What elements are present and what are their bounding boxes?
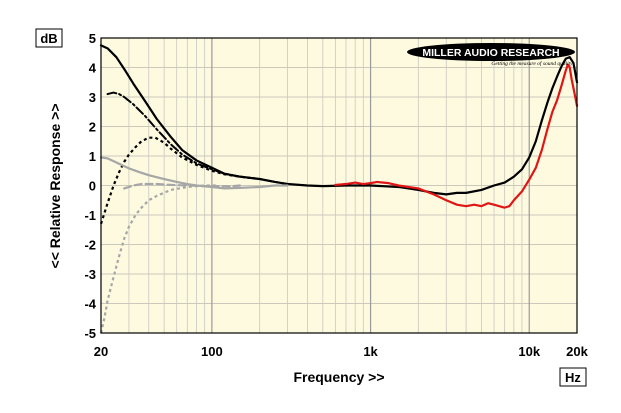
x-tick-label: 10k bbox=[518, 344, 540, 359]
y-tick-label: -4 bbox=[84, 297, 96, 312]
logo-tagline: Getting the measure of sound quality bbox=[491, 60, 573, 67]
x-tick-labels: 20 100 1k 10k 20k bbox=[94, 344, 589, 359]
logo-name: MILLER AUDIO RESEARCH bbox=[422, 47, 559, 59]
y-tick-label: 3 bbox=[89, 90, 96, 105]
y-unit-label: dB bbox=[40, 31, 57, 46]
miller-audio-research-logo: MILLER AUDIO RESEARCH Getting the measur… bbox=[407, 43, 575, 67]
x-tick-label: 20k bbox=[566, 344, 588, 359]
series-line-1 bbox=[99, 44, 579, 196]
x-axis-title: Frequency >> bbox=[293, 369, 384, 385]
x-tick-label: 1k bbox=[363, 344, 378, 359]
y-tick-label: -3 bbox=[84, 267, 96, 282]
y-axis-title: << Relative Response >> bbox=[47, 104, 63, 269]
y-tick-label: -1 bbox=[84, 208, 96, 223]
series-line-2 bbox=[334, 63, 579, 209]
plot-frame bbox=[100, 37, 578, 334]
x-unit-box: Hz bbox=[559, 367, 587, 387]
y-tick-label: -2 bbox=[84, 238, 96, 253]
y-tick-label: -5 bbox=[84, 326, 96, 341]
series-layer bbox=[99, 44, 579, 334]
series-line-6 bbox=[123, 182, 241, 190]
y-tick-label: 4 bbox=[89, 61, 97, 76]
y-unit-box: dB bbox=[35, 28, 63, 48]
y-tick-label: 1 bbox=[89, 149, 96, 164]
series-line-5 bbox=[99, 156, 289, 190]
x-unit-label: Hz bbox=[565, 370, 581, 385]
x-tick-label: 100 bbox=[201, 344, 223, 359]
series-line-4 bbox=[99, 136, 260, 225]
y-tick-labels: 5 4 3 2 1 0 -1 -2 -3 -4 -5 bbox=[84, 31, 96, 341]
y-tick-label: 2 bbox=[89, 120, 96, 135]
y-tick-label: 5 bbox=[89, 31, 96, 46]
y-tick-label: 0 bbox=[89, 179, 96, 194]
x-tick-label: 20 bbox=[94, 344, 108, 359]
